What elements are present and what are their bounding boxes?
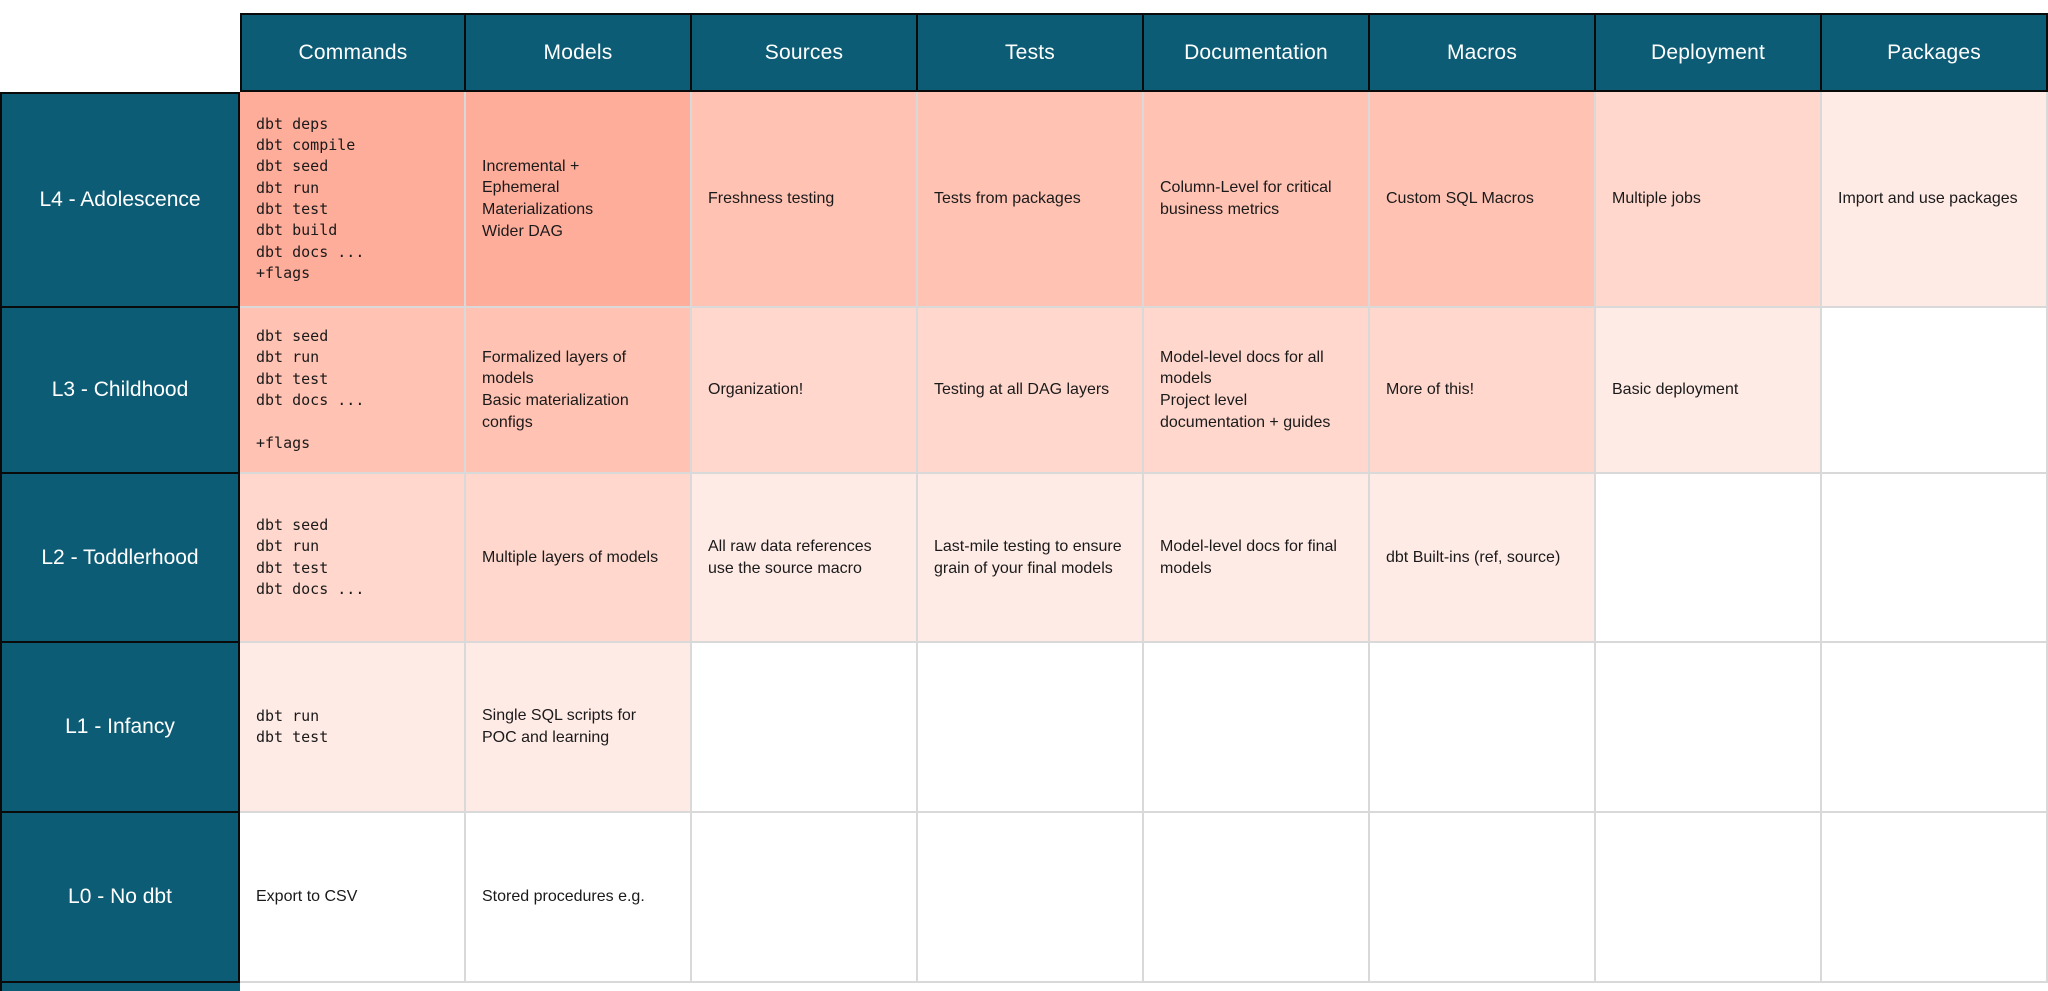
cell-l1-infancy-tests (918, 643, 1144, 813)
cell-l1-infancy-sources (692, 643, 918, 813)
cell-l4-adolescence-tests: Tests from packages (918, 92, 1144, 308)
cell-l2-toddlerhood-documentation: Model-level docs for final models (1144, 474, 1370, 643)
cell-l3-childhood-documentation: Model-level docs for all models Project … (1144, 308, 1370, 474)
row-label-l0-no-dbt: L0 - No dbt (0, 813, 240, 983)
cell-l0-no-dbt-deployment (1596, 813, 1822, 983)
cell-l3-childhood-tests: Testing at all DAG layers (918, 308, 1144, 474)
cell-l2-toddlerhood-commands: dbt seed dbt run dbt test dbt docs ... (240, 474, 466, 643)
cell-l0-no-dbt-commands: Export to CSV (240, 813, 466, 983)
column-header-sources: Sources (692, 13, 918, 92)
column-header-macros: Macros (1370, 13, 1596, 92)
cell-l1-infancy-packages (1822, 643, 2048, 813)
column-header-commands: Commands (240, 13, 466, 92)
cell-l0-no-dbt-tests (918, 813, 1144, 983)
cell-l2-toddlerhood-tests: Last-mile testing to ensure grain of you… (918, 474, 1144, 643)
column-header-row: Commands Models Sources Tests Documentation M… (240, 13, 2048, 92)
cell-l2-toddlerhood-macros: dbt Built-ins (ref, source) (1370, 474, 1596, 643)
cell-l3-childhood-packages (1822, 308, 2048, 474)
cell-l1-infancy-models: Single SQL scripts for POC and learning (466, 643, 692, 813)
label-column-footer (0, 983, 240, 991)
data-grid: dbt deps dbt compile dbt seed dbt run db… (240, 92, 2048, 983)
cell-l0-no-dbt-models: Stored procedures e.g. (466, 813, 692, 983)
cell-l3-childhood-deployment: Basic deployment (1596, 308, 1822, 474)
column-header-documentation: Documentation (1144, 13, 1370, 92)
cell-l1-infancy-documentation (1144, 643, 1370, 813)
cell-l0-no-dbt-packages (1822, 813, 2048, 983)
cell-l4-adolescence-sources: Freshness testing (692, 92, 918, 308)
cell-l1-infancy-macros (1370, 643, 1596, 813)
row-label-l1-infancy: L1 - Infancy (0, 643, 240, 813)
row-label-l3-childhood: L3 - Childhood (0, 308, 240, 474)
row-label-l4-adolescence: L4 - Adolescence (0, 92, 240, 308)
cell-l3-childhood-macros: More of this! (1370, 308, 1596, 474)
cell-l4-adolescence-deployment: Multiple jobs (1596, 92, 1822, 308)
column-header-tests: Tests (918, 13, 1144, 92)
cell-l0-no-dbt-macros (1370, 813, 1596, 983)
cell-l2-toddlerhood-packages (1822, 474, 2048, 643)
cell-l4-adolescence-packages: Import and use packages (1822, 92, 2048, 308)
cell-l4-adolescence-models: Incremental + Ephemeral Materializations… (466, 92, 692, 308)
cell-l1-infancy-deployment (1596, 643, 1822, 813)
cell-l2-toddlerhood-deployment (1596, 474, 1822, 643)
cell-l4-adolescence-commands: dbt deps dbt compile dbt seed dbt run db… (240, 92, 466, 308)
cell-l4-adolescence-documentation: Column-Level for critical business metri… (1144, 92, 1370, 308)
column-header-packages: Packages (1822, 13, 2048, 92)
cell-l3-childhood-sources: Organization! (692, 308, 918, 474)
cell-l2-toddlerhood-sources: All raw data references use the source m… (692, 474, 918, 643)
cell-l3-childhood-commands: dbt seed dbt run dbt test dbt docs ... +… (240, 308, 466, 474)
cell-l0-no-dbt-sources (692, 813, 918, 983)
row-label-column: L4 - Adolescence L3 - Childhood L2 - Toddl… (0, 92, 240, 991)
cell-l2-toddlerhood-models: Multiple layers of models (466, 474, 692, 643)
row-label-l2-toddlerhood: L2 - Toddlerhood (0, 474, 240, 643)
column-header-deployment: Deployment (1596, 13, 1822, 92)
cell-l1-infancy-commands: dbt run dbt test (240, 643, 466, 813)
cell-l4-adolescence-macros: Custom SQL Macros (1370, 92, 1596, 308)
cell-l0-no-dbt-documentation (1144, 813, 1370, 983)
column-header-models: Models (466, 13, 692, 92)
cell-l3-childhood-models: Formalized layers of models Basic materi… (466, 308, 692, 474)
